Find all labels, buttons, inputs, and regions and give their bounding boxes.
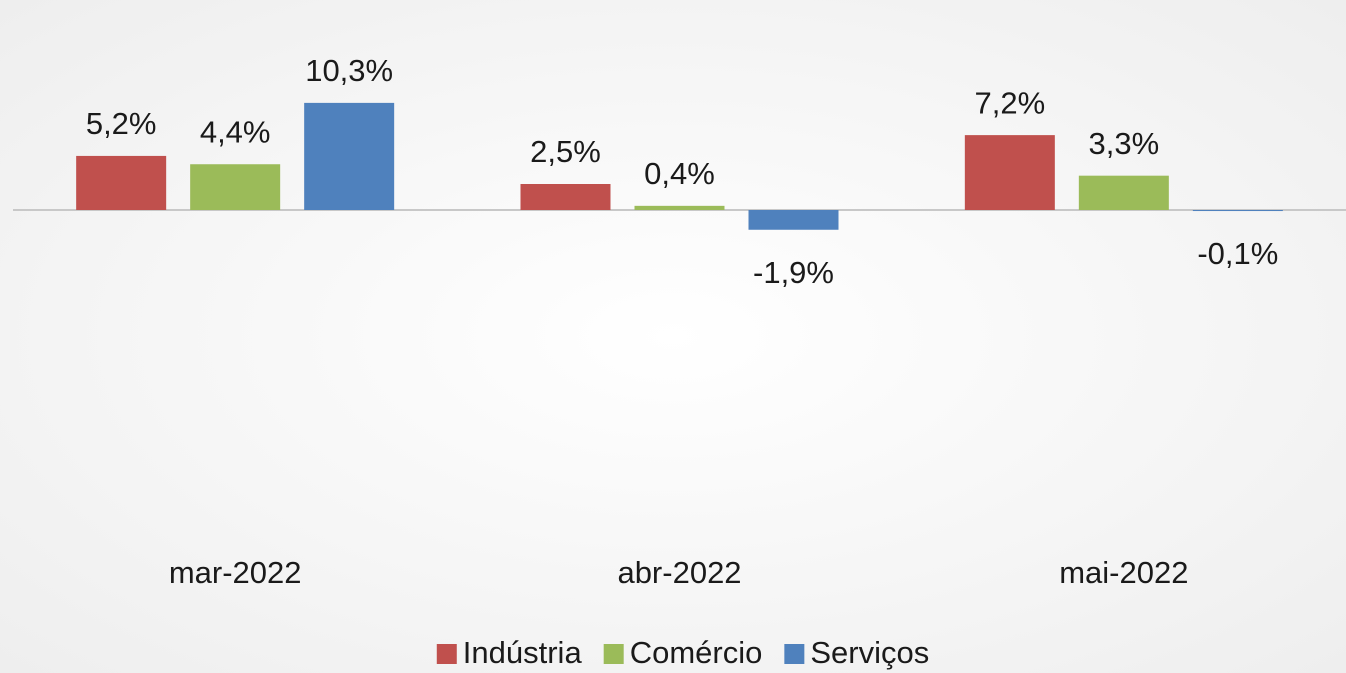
data-label: 0,4% xyxy=(644,156,715,191)
bar xyxy=(964,135,1055,210)
x-tick-label: mar-2022 xyxy=(169,555,302,590)
legend-swatch xyxy=(784,644,805,664)
data-label: -1,9% xyxy=(753,255,834,290)
bar xyxy=(304,102,395,210)
x-tick-label: mai-2022 xyxy=(1059,555,1188,590)
legend-label: Serviços xyxy=(810,635,929,670)
data-label: 5,2% xyxy=(86,106,157,141)
x-tick-label: abr-2022 xyxy=(617,555,741,590)
data-label: -0,1% xyxy=(1197,236,1278,271)
bar xyxy=(634,205,725,210)
data-label: 2,5% xyxy=(530,134,601,169)
data-label: 10,3% xyxy=(305,53,393,88)
data-label: 3,3% xyxy=(1088,126,1159,161)
bar xyxy=(748,210,839,230)
bar xyxy=(1078,175,1169,210)
legend-label: Indústria xyxy=(463,635,583,670)
data-label: 7,2% xyxy=(974,85,1045,120)
bar xyxy=(76,155,167,210)
legend-swatch xyxy=(436,644,457,664)
bar xyxy=(1192,210,1283,212)
legend-swatch xyxy=(603,644,624,664)
bar xyxy=(520,184,611,210)
data-label: 4,4% xyxy=(200,114,271,149)
legend-label: Comércio xyxy=(630,635,763,670)
bar xyxy=(190,164,281,210)
